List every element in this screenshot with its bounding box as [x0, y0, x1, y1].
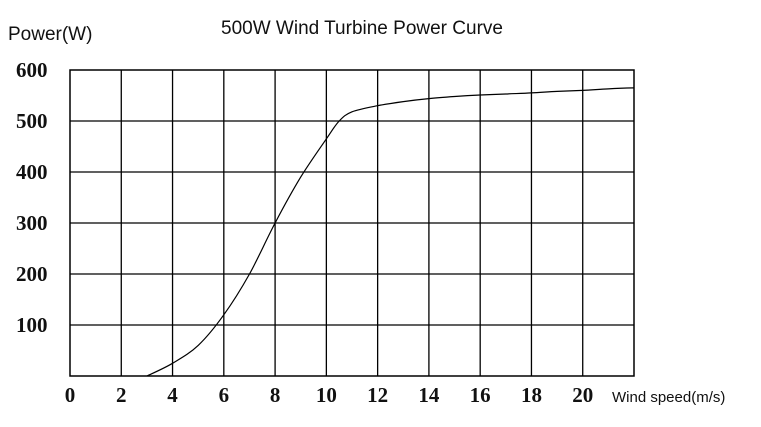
- chart-title: 500W Wind Turbine Power Curve: [221, 18, 503, 39]
- x-tick-label: 4: [167, 383, 178, 407]
- x-tick-label: 10: [316, 383, 337, 407]
- series: [146, 87, 635, 377]
- power-curve-line: [146, 87, 635, 377]
- x-tick-label: 2: [116, 383, 127, 407]
- y-tick-label: 100: [16, 313, 48, 337]
- y-tick-label: 300: [16, 211, 48, 235]
- plot-frame: [69, 69, 635, 377]
- x-tick-label: 16: [470, 383, 491, 407]
- grid: [69, 69, 635, 377]
- x-axis-label: Wind speed(m/s): [612, 389, 725, 406]
- x-tick-label: 6: [219, 383, 230, 407]
- axis-ticks: 0 2 4 6 8 10 12 14 16 18 20 100 200 300 400 500 600: [16, 58, 593, 407]
- x-tick-label: 12: [367, 383, 388, 407]
- y-tick-label: 200: [16, 262, 48, 286]
- x-tick-label: 0: [65, 383, 76, 407]
- x-tick-label: 14: [418, 383, 440, 407]
- x-tick-label: 18: [521, 383, 542, 407]
- y-axis-label: Power(W): [8, 24, 92, 45]
- y-tick-label: 600: [16, 58, 48, 82]
- x-tick-label: 8: [270, 383, 281, 407]
- y-tick-label: 400: [16, 160, 48, 184]
- y-tick-label: 500: [16, 109, 48, 133]
- x-tick-label: 20: [572, 383, 593, 407]
